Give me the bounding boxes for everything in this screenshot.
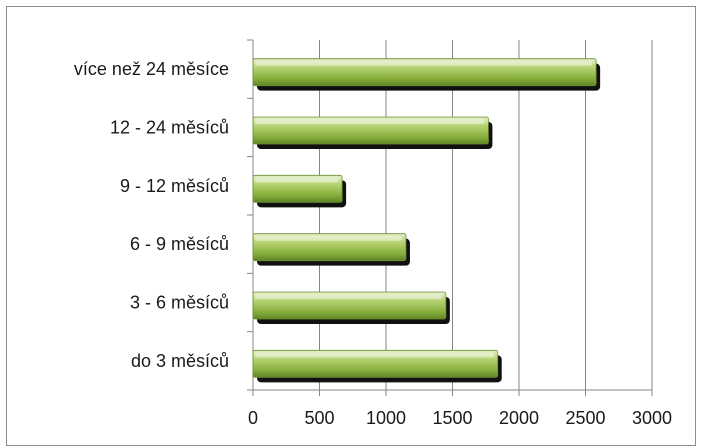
category-label: 9 - 12 měsíců [120,176,229,196]
x-tick-label: 2500 [565,408,605,428]
category-label: 3 - 6 měsíců [130,293,229,313]
bar-highlight [255,60,593,66]
x-tick-label: 2000 [499,408,539,428]
axes [247,39,653,396]
bar-highlight [255,294,442,299]
category-label: 12 - 24 měsíců [110,118,229,138]
category-label: do 3 měsíců [131,351,229,371]
x-tick-label: 0 [248,408,258,428]
bar-highlight [255,352,494,358]
x-tick-label: 500 [304,408,334,428]
bar-highlight [255,177,339,183]
x-tick-label: 1500 [432,408,472,428]
x-tick-labels: 0 500 1000 1500 2000 2500 3000 [248,408,672,428]
category-labels: do 3 měsíců 3 - 6 měsíců 6 - 9 měsíců 9 - 1… [74,59,229,371]
x-tick-label: 1000 [366,408,406,428]
bars [252,58,601,383]
bar-highlight [255,235,402,241]
category-label: více než 24 měsíce [74,59,229,79]
gridlines [319,40,653,390]
bar-highlight [255,119,485,124]
x-tick-label: 3000 [632,408,672,428]
category-label: 6 - 9 měsíců [130,234,229,254]
